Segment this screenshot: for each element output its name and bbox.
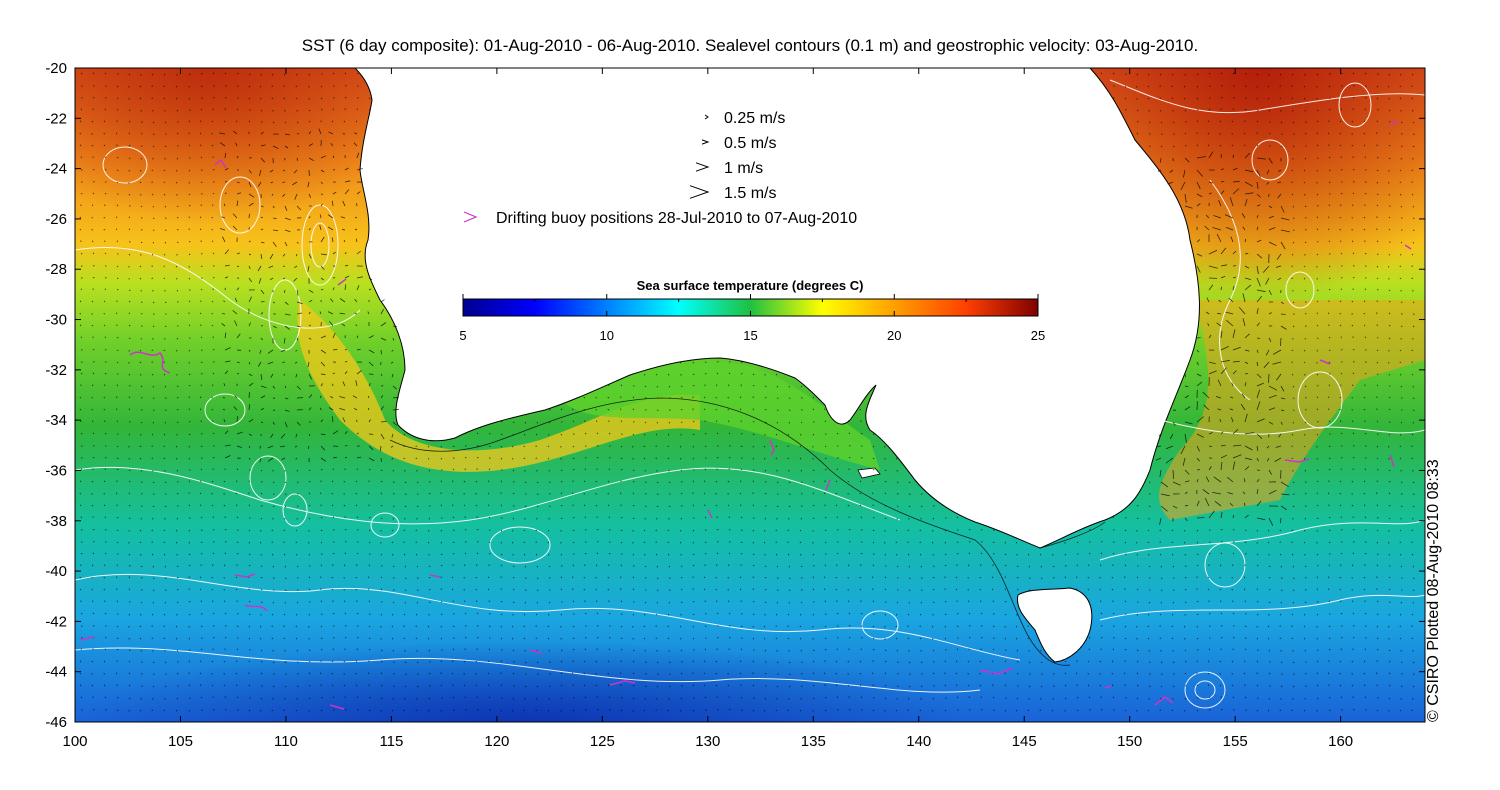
kangaroo-island xyxy=(857,467,881,479)
velocity-legend-arrow xyxy=(701,139,710,145)
sst-eac-warm xyxy=(1159,300,1425,520)
x-tick-label: 145 xyxy=(1012,733,1037,750)
y-axis: -20 -22 -24 -26 -28 -30 -32 -34 -36 -38 -40 -42 -44 -… xyxy=(45,60,1425,731)
x-tick-label: 120 xyxy=(484,733,509,750)
y-tick-label: -30 xyxy=(45,312,67,329)
shelf-break-contour xyxy=(389,397,1106,666)
velocity-legend-label: 1 m/s xyxy=(724,160,763,177)
x-tick-label: 130 xyxy=(695,733,720,750)
y-tick-label: -26 xyxy=(45,211,67,228)
y-tick-label: -24 xyxy=(45,161,67,178)
plot-frame xyxy=(74,67,1426,723)
velocity-legend-arrow xyxy=(704,114,709,120)
velocity-arrows xyxy=(79,72,1415,712)
sst-colorbar[interactable]: Sea surface temperature (degrees C) 5 10 1… xyxy=(459,278,1045,343)
buoy-tracks xyxy=(79,120,1412,710)
velocity-legend-arrow xyxy=(695,162,710,172)
x-tick-label: 105 xyxy=(168,733,193,750)
colorbar-ticks: 5 10 15 20 25 xyxy=(459,294,1045,343)
sst-leeuwin-band xyxy=(297,300,700,472)
y-tick-label: -42 xyxy=(45,613,67,630)
y-tick-label: -38 xyxy=(45,513,67,530)
colorbar-tick-label: 20 xyxy=(887,328,901,343)
y-tick-label: -20 xyxy=(45,60,67,77)
tasmania-landmass xyxy=(1016,587,1093,663)
y-tick-label: -22 xyxy=(45,110,67,127)
buoy-legend-label: Drifting buoy positions 28-Jul-2010 to 0… xyxy=(496,210,857,227)
velocity-legend-label: 0.25 m/s xyxy=(724,110,785,127)
velocity-legend: 0.25 m/s 0.5 m/s 1 m/s 1.5 m/s xyxy=(689,110,785,202)
x-tick-label: 110 xyxy=(274,733,298,750)
y-tick-label: -34 xyxy=(45,412,67,429)
x-tick-label: 150 xyxy=(1117,733,1142,750)
x-tick-label: 125 xyxy=(590,733,615,750)
colorbar-tick-label: 10 xyxy=(600,328,614,343)
y-tick-label: -28 xyxy=(45,261,67,278)
x-axis: 100 105 110 115 120 125 130 135 140 145 150 155 160 xyxy=(62,68,1353,750)
x-tick-label: 140 xyxy=(906,733,931,750)
velocity-legend-label: 1.5 m/s xyxy=(724,185,776,202)
buoy-legend-marker xyxy=(463,211,478,223)
buoy-legend: Drifting buoy positions 28-Jul-2010 to 0… xyxy=(463,210,857,227)
colorbar-title: Sea surface temperature (degrees C) xyxy=(637,278,864,293)
x-tick-label: 160 xyxy=(1328,733,1353,750)
colorbar-tick-label: 5 xyxy=(459,328,466,343)
x-tick-label: 100 xyxy=(62,733,87,750)
colorbar-tick-label: 25 xyxy=(1031,328,1045,343)
x-tick-label: 115 xyxy=(379,733,403,750)
sealevel-contours xyxy=(75,79,1425,709)
velocity-legend-label: 0.5 m/s xyxy=(724,135,776,152)
x-tick-label: 135 xyxy=(801,733,826,750)
colorbar-tick-label: 15 xyxy=(743,328,757,343)
y-tick-label: -36 xyxy=(45,462,67,479)
velocity-legend-arrow xyxy=(689,185,710,199)
x-tick-label: 155 xyxy=(1223,733,1248,750)
map-title: SST (6 day composite): 01-Aug-2010 - 06-… xyxy=(301,36,1199,55)
y-tick-label: -40 xyxy=(45,563,67,580)
sst-bight-shelf xyxy=(560,361,880,470)
sst-cold-southwest xyxy=(75,560,975,722)
y-tick-label: -46 xyxy=(45,714,67,731)
credit-text: © CSIRO Plotted 08-Aug-2010 08:33 xyxy=(1425,459,1442,722)
y-tick-label: -32 xyxy=(45,362,67,379)
y-tick-label: -44 xyxy=(45,664,67,681)
velocity-arrow-field xyxy=(79,72,1415,712)
